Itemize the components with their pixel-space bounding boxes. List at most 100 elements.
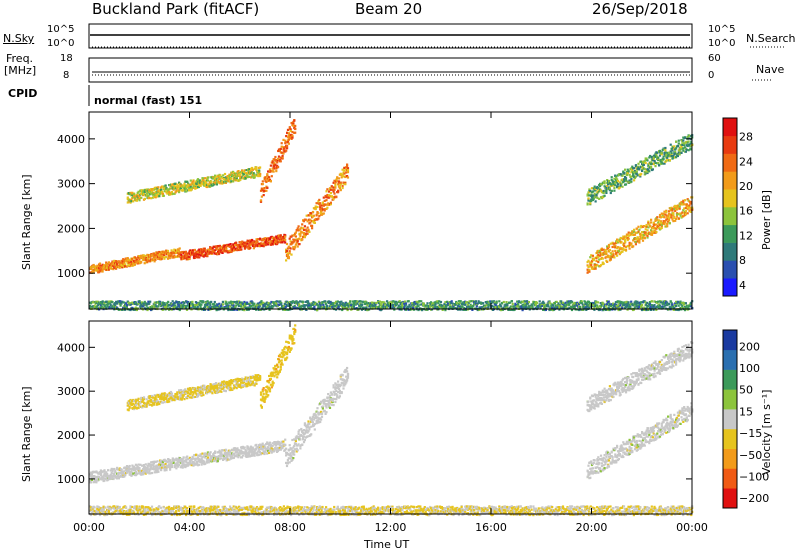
data-cell [634, 240, 637, 244]
data-cell [683, 303, 686, 306]
data-cell [286, 247, 289, 250]
data-cell [646, 170, 649, 173]
data-cell [492, 300, 495, 303]
data-cell [360, 300, 363, 303]
data-cell [107, 268, 110, 271]
data-cell [414, 302, 417, 305]
data-cell [336, 307, 339, 310]
data-cell [349, 305, 352, 308]
data-cell [667, 220, 670, 223]
data-cell [525, 304, 528, 307]
data-cell [210, 300, 213, 303]
data-cell [620, 182, 623, 185]
colorbar-cell [723, 242, 737, 261]
data-cell [239, 303, 242, 306]
data-cell [203, 247, 206, 250]
data-cell [667, 217, 671, 220]
data-cell [219, 174, 222, 177]
data-cell [210, 180, 213, 183]
data-cell [666, 301, 669, 304]
data-cell [538, 300, 541, 303]
data-cell [97, 303, 100, 307]
data-cell [286, 131, 289, 135]
data-cell [465, 305, 469, 309]
data-cell [173, 192, 176, 195]
data-cell [541, 304, 544, 307]
data-cell [411, 302, 414, 305]
data-cell [251, 242, 255, 245]
data-cell [543, 306, 546, 309]
data-cell [388, 301, 391, 304]
data-cell [438, 300, 441, 303]
data-cell [673, 308, 676, 311]
data-cell [161, 255, 164, 258]
data-cell [670, 154, 673, 158]
data-cell [284, 305, 287, 308]
data-cell [640, 226, 643, 229]
data-cell [157, 305, 160, 308]
data-cell [148, 302, 151, 305]
data-cell [640, 305, 643, 308]
data-cell [346, 176, 350, 179]
data-cell [641, 239, 645, 242]
data-cell [615, 176, 618, 179]
data-cell [449, 301, 452, 305]
data-cell [652, 308, 655, 311]
data-cell [606, 184, 609, 187]
data-cell [269, 302, 272, 305]
data-cell [466, 304, 469, 307]
data-cell [138, 300, 141, 303]
data-cell [163, 302, 166, 305]
data-cell [265, 180, 268, 183]
data-cell [641, 169, 644, 172]
data-cell [636, 174, 639, 177]
data-cell [678, 212, 681, 215]
data-cell [235, 247, 238, 250]
data-cell [134, 301, 137, 304]
data-cell [106, 300, 109, 303]
data-cell [191, 182, 194, 185]
data-cell [495, 302, 498, 305]
data-cell [136, 262, 139, 265]
data-cell [346, 175, 349, 178]
data-cell [253, 240, 256, 243]
data-cell [411, 304, 414, 307]
data-cell [406, 307, 409, 310]
data-cell [335, 305, 338, 308]
data-cell [241, 177, 245, 180]
data-cell [366, 304, 369, 307]
data-cell [605, 307, 609, 310]
data-cell [98, 262, 102, 265]
data-cell [599, 249, 602, 252]
data-cell [602, 189, 605, 193]
data-cell [332, 186, 335, 189]
data-cell [592, 259, 595, 262]
data-cell [118, 266, 121, 269]
data-cell [565, 303, 568, 306]
data-cell [619, 184, 622, 187]
data-cell [657, 221, 660, 224]
data-cell [336, 176, 339, 179]
data-cell [605, 252, 608, 256]
data-cell [311, 211, 315, 214]
data-cell [183, 254, 187, 258]
data-cell [230, 306, 233, 309]
data-cell [356, 302, 359, 305]
data-cell [660, 161, 663, 164]
data-cell [622, 243, 625, 246]
data-cell [419, 303, 422, 306]
data-cell [202, 179, 205, 182]
data-cell [225, 306, 228, 309]
data-cell [648, 170, 651, 173]
data-cell [138, 194, 141, 197]
data-cell [409, 308, 412, 311]
data-cell [300, 304, 303, 307]
data-cell [594, 189, 597, 192]
data-cell [177, 303, 180, 307]
data-cell [675, 213, 679, 216]
data-cell [609, 242, 612, 245]
data-cell [619, 236, 622, 240]
data-cell [381, 301, 384, 304]
data-cell [332, 302, 335, 305]
data-cell [610, 176, 613, 179]
